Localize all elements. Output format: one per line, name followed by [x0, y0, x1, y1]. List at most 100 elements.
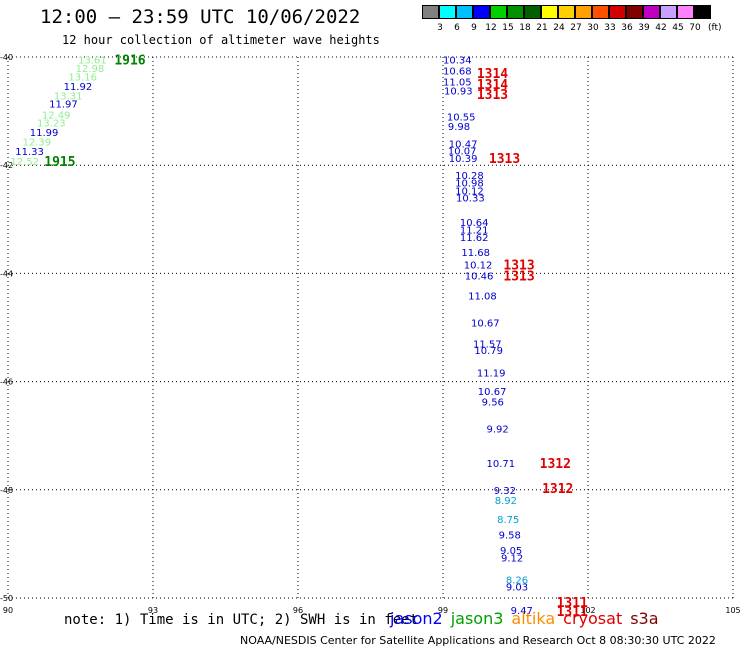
satellite-pass-labels: 1916191513141314131313131313131313121312…	[44, 54, 588, 620]
color-scale-label: 36	[621, 23, 633, 33]
wave-height-value: 12.49	[42, 110, 71, 121]
map-subtitle: 12 hour collection of altimeter wave hei…	[62, 33, 380, 47]
wave-height-observations: 10.3410.6811.0510.9310.559.9810.4710.071…	[10, 56, 533, 617]
color-scale-label: 30	[587, 23, 599, 33]
wave-height-value: 10.55	[447, 113, 476, 124]
color-scale-label: 3	[437, 23, 443, 33]
longitude-label: 90	[3, 606, 13, 615]
color-scale-swatch	[490, 5, 507, 19]
color-scale-unit: (ft)	[708, 23, 722, 33]
wave-height-value: 12.52	[10, 157, 39, 168]
wave-height-value: 10.93	[444, 87, 473, 98]
latitude-label: -50	[0, 594, 13, 603]
legend-item-jason2: jason2	[390, 609, 443, 628]
color-scale-swatch	[643, 5, 660, 19]
color-scale-swatch	[422, 5, 439, 19]
pass-number-label: 1312	[542, 482, 573, 497]
wave-height-value: 11.33	[15, 147, 44, 158]
color-scale-swatch	[541, 5, 558, 19]
color-scale-label: 24	[553, 23, 565, 33]
wave-height-value: 10.39	[449, 154, 478, 165]
latitude-label: -46	[0, 378, 13, 387]
pass-number-label: 1311	[557, 605, 588, 620]
wave-height-value: 12.39	[23, 137, 52, 148]
wave-height-value: 11.99	[30, 128, 59, 139]
wave-height-value: 11.05	[443, 77, 472, 88]
pass-number-label: 1313	[477, 88, 508, 103]
color-scale-swatch	[473, 5, 490, 19]
wave-height-value: 8.92	[495, 496, 517, 507]
wave-height-value: 12.98	[76, 64, 105, 75]
wave-height-value: 9.92	[487, 425, 509, 436]
color-scale-label: 42	[655, 23, 667, 33]
wave-height-value: 11.21	[460, 226, 489, 237]
color-scale-swatch	[677, 5, 694, 19]
pass-number-label: 1915	[44, 155, 75, 170]
latitude-label: -44	[0, 269, 13, 278]
map-title: 12:00 – 23:59 UTC 10/06/2022	[40, 6, 361, 28]
wave-height-value: 10.98	[455, 179, 484, 190]
wave-height-value: 10.68	[443, 67, 472, 78]
legend-item-cryosat: cryosat	[563, 609, 623, 628]
wave-height-value: 10.79	[474, 346, 503, 357]
color-scale-swatch	[524, 5, 541, 19]
pass-number-label: 1314	[477, 78, 508, 93]
color-scale-label: 70	[689, 23, 701, 33]
wave-height-value: 10.64	[460, 218, 489, 229]
wave-height-value: 10.12	[464, 261, 493, 272]
pass-number-label: 1916	[114, 54, 145, 69]
pass-number-label: 1313	[503, 259, 534, 274]
color-scale-swatch	[558, 5, 575, 19]
color-scale-swatch	[626, 5, 643, 19]
longitude-label: 96	[293, 606, 303, 615]
footer-note: note: 1) Time is in UTC; 2) SWH is in fe…	[64, 612, 419, 628]
pass-number-label: 1312	[540, 457, 571, 472]
wave-height-value: 9.12	[501, 553, 523, 564]
pass-number-label: 1313	[503, 270, 534, 285]
wave-height-value: 10.12	[455, 187, 484, 198]
wave-height-value: 10.47	[449, 140, 478, 151]
wave-height-value: 9.98	[448, 122, 470, 133]
wave-height-value: 11.19	[477, 368, 506, 379]
footer-credit: NOAA/NESDIS Center for Satellite Applica…	[240, 634, 716, 647]
map-grid: -40 -42 -44 -46 -48 -50 90 93 96 99 102 105	[0, 53, 740, 615]
latitude-label: -42	[0, 161, 13, 170]
longitude-label: 93	[148, 606, 158, 615]
wave-height-value: 8.26	[506, 576, 528, 587]
color-scale-swatch	[507, 5, 524, 19]
color-scale-label: 6	[454, 23, 460, 33]
wave-height-value: 10.67	[478, 387, 507, 398]
latitude-label: -48	[0, 486, 13, 495]
wave-height-value: 13.61	[78, 56, 107, 67]
wave-height-value: 11.57	[473, 340, 502, 351]
wave-height-value: 9.58	[499, 531, 521, 542]
color-scale-swatch	[592, 5, 609, 19]
color-scale-label: 21	[536, 23, 548, 33]
wave-height-value: 11.92	[64, 82, 93, 93]
wave-height-value: 10.46	[465, 272, 494, 283]
wave-height-value: 10.07	[448, 147, 477, 158]
color-scale-swatch	[694, 5, 711, 19]
wave-height-value: 13.23	[37, 118, 66, 129]
wave-height-value: 9.03	[506, 583, 528, 594]
wave-height-value: 10.34	[443, 56, 472, 67]
longitude-label: 99	[438, 606, 448, 615]
wave-height-value: 10.33	[456, 194, 485, 205]
color-scale-label: 12	[485, 23, 497, 33]
color-scale-swatch	[609, 5, 626, 19]
color-scale-swatch	[439, 5, 456, 19]
wave-height-value: 11.68	[461, 248, 490, 259]
color-scale-swatch	[660, 5, 677, 19]
wave-height-value: 8.75	[497, 515, 519, 526]
wave-height-value: 9.05	[500, 546, 522, 557]
wave-height-value: 10.67	[471, 319, 500, 330]
color-scale-swatch	[456, 5, 473, 19]
color-scale-label: 9	[471, 23, 477, 33]
wave-height-value: 9.56	[482, 398, 504, 409]
pass-number-label: 1313	[489, 152, 520, 167]
legend-item-s3a: s3a	[630, 609, 659, 628]
wave-height-value: 10.28	[455, 171, 484, 182]
color-scale-label: 18	[519, 23, 531, 33]
color-scale-label: 15	[502, 23, 514, 33]
satellite-legend: jason2 jason3 altika cryosat s3a	[390, 609, 667, 628]
